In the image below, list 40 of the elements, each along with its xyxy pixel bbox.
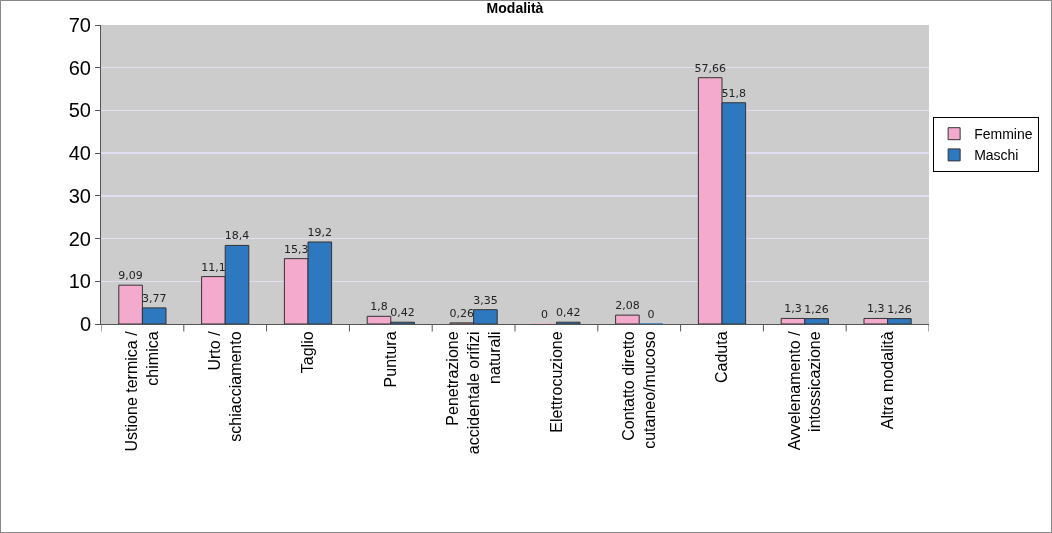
data-label: 3,77 xyxy=(141,291,167,305)
legend-label: Maschi xyxy=(974,147,1019,164)
data-label: 1,3 xyxy=(867,302,885,316)
data-label: 18,4 xyxy=(224,229,250,243)
x-tick-label: Elettrocuzione xyxy=(547,331,565,433)
data-label: 1,26 xyxy=(804,302,829,316)
x-tick-label: Penetrazione accidentale orifizi naturali xyxy=(444,331,503,455)
data-label: 0 xyxy=(647,308,655,321)
x-tick-label: Caduta xyxy=(713,331,731,383)
data-label: 15,3 xyxy=(283,242,309,256)
y-tick-label: 0 xyxy=(79,313,91,335)
data-label: 1,26 xyxy=(887,302,912,316)
y-tick-label: 30 xyxy=(68,184,91,207)
data-label: 1,8 xyxy=(370,300,388,314)
data-label: 57,66 xyxy=(694,61,726,75)
x-tick-label: Puntura xyxy=(382,331,399,388)
x-tick-label: Taglio xyxy=(299,331,317,374)
y-tick-label: 20 xyxy=(68,227,91,250)
y-tick-label: 60 xyxy=(68,56,91,79)
y-tick-label: 40 xyxy=(68,142,91,165)
data-label: 11,1 xyxy=(201,260,226,274)
data-label: 9,09 xyxy=(118,269,143,283)
data-label: 19,2 xyxy=(307,225,333,239)
x-tick-label: Avvelenamento / intossicazione xyxy=(785,330,824,451)
data-label: 2,08 xyxy=(615,299,640,313)
y-tick-label: 50 xyxy=(68,99,91,122)
y-tick-label: 70 xyxy=(68,14,91,36)
x-tick-label: Contatto diretto cutaneo/mucoso xyxy=(620,331,658,449)
data-label: 51,8 xyxy=(721,86,747,100)
data-label: 0,42 xyxy=(555,306,581,320)
data-label: 0 xyxy=(541,308,549,321)
legend-label: Femmine xyxy=(974,126,1033,143)
x-tick-label: Ustione termica / chimica xyxy=(123,330,161,452)
data-label: 1,3 xyxy=(784,302,802,316)
y-tick-label: 10 xyxy=(68,270,91,293)
data-label: 0,42 xyxy=(390,306,415,320)
data-label: 3,35 xyxy=(473,293,498,307)
x-tick-label: Altra modalità xyxy=(878,331,896,430)
bar xyxy=(615,314,640,324)
chart-title: Modalità xyxy=(486,0,544,17)
